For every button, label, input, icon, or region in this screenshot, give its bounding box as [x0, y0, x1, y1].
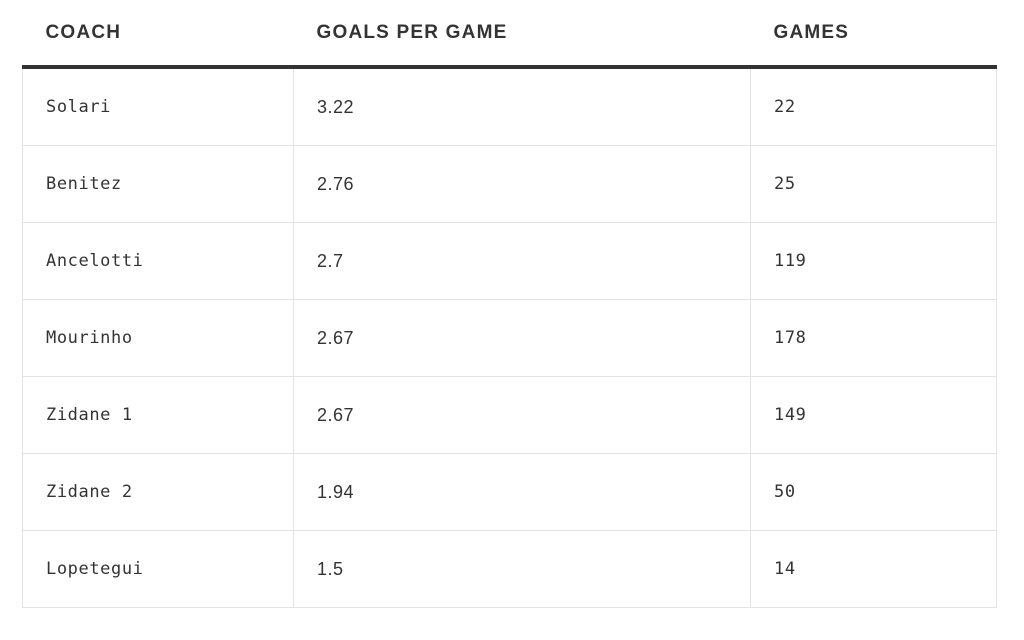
table-row: Mourinho 2.67 178 [22, 299, 997, 377]
cell-coach: Solari [22, 66, 294, 146]
column-header-goals-per-game: GOALS PER GAME [293, 0, 751, 69]
table-row: Ancelotti 2.7 119 [22, 222, 997, 300]
coach-stats-table-container: COACH GOALS PER GAME GAMES Solari 3.22 2… [22, 0, 997, 608]
table-row: Solari 3.22 22 [22, 66, 997, 146]
cell-coach: Ancelotti [22, 222, 294, 300]
cell-goals-per-game: 3.22 [293, 66, 751, 146]
column-header-games: GAMES [750, 0, 997, 69]
cell-goals-per-game: 2.76 [293, 145, 751, 223]
coach-stats-table: COACH GOALS PER GAME GAMES Solari 3.22 2… [22, 0, 997, 608]
cell-goals-per-game: 1.5 [293, 530, 751, 608]
cell-games: 149 [750, 376, 997, 454]
cell-games: 25 [750, 145, 997, 223]
table-row: Benitez 2.76 25 [22, 145, 997, 223]
cell-games: 50 [750, 453, 997, 531]
table-body: Solari 3.22 22 Benitez 2.76 25 Ancelotti… [22, 66, 997, 608]
table-row: Lopetegui 1.5 14 [22, 530, 997, 608]
cell-goals-per-game: 2.67 [293, 376, 751, 454]
cell-games: 178 [750, 299, 997, 377]
cell-games: 22 [750, 66, 997, 146]
cell-goals-per-game: 2.67 [293, 299, 751, 377]
cell-goals-per-game: 2.7 [293, 222, 751, 300]
cell-coach: Mourinho [22, 299, 294, 377]
column-header-coach: COACH [22, 0, 294, 69]
table-row: Zidane 2 1.94 50 [22, 453, 997, 531]
cell-coach: Zidane 1 [22, 376, 294, 454]
header-row: COACH GOALS PER GAME GAMES [22, 0, 997, 69]
cell-games: 119 [750, 222, 997, 300]
cell-games: 14 [750, 530, 997, 608]
table-header: COACH GOALS PER GAME GAMES [22, 0, 997, 69]
table-row: Zidane 1 2.67 149 [22, 376, 997, 454]
cell-goals-per-game: 1.94 [293, 453, 751, 531]
cell-coach: Benitez [22, 145, 294, 223]
cell-coach: Lopetegui [22, 530, 294, 608]
cell-coach: Zidane 2 [22, 453, 294, 531]
